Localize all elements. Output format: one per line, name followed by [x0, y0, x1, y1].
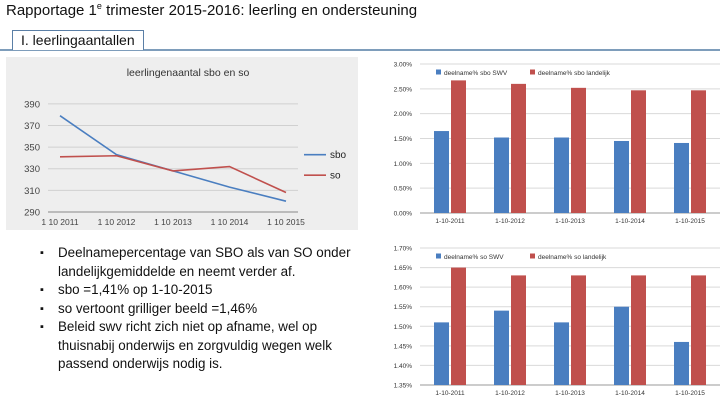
section-divider [0, 49, 720, 51]
bar-chart-y-tick: 1.55% [394, 304, 413, 311]
line-chart-y-tick: 290 [24, 208, 40, 219]
bar-landelijk [691, 275, 706, 385]
bar-landelijk [631, 90, 646, 213]
bar-swv [434, 131, 449, 213]
bar-landelijk [571, 87, 586, 213]
bar-chart-x-tick: 1-10-2011 [435, 390, 465, 397]
line-chart-y-tick: 310 [24, 186, 40, 197]
legend-swatch [530, 253, 535, 259]
bar-chart-y-tick: 1.65% [394, 265, 413, 272]
bar-landelijk [511, 83, 526, 213]
bar-chart-y-tick: 0.50% [394, 186, 413, 193]
bar-chart-x-tick: 1-10-2012 [495, 390, 525, 397]
bar-chart-x-tick: 1-10-2015 [675, 390, 705, 397]
line-chart-title: leerlingenaantal sbo en so [127, 67, 250, 79]
bar-swv [614, 306, 629, 385]
bar-chart-y-tick: 1.35% [394, 383, 413, 390]
bar-chart-y-tick: 1.50% [394, 324, 413, 331]
bar-chart-x-tick: 1-10-2015 [675, 218, 705, 225]
line-chart-x-tick: 1 10 2015 [267, 217, 305, 227]
bar-landelijk [511, 275, 526, 385]
line-chart-x-tick: 1 10 2012 [98, 217, 136, 227]
legend-label: deelname% so landelijk [538, 254, 607, 261]
bar-chart-y-tick: 0.00% [394, 211, 413, 218]
bullet-item: sbo =1,41% op 1-10-2015 [40, 281, 370, 300]
bar-chart-y-tick: 2.50% [394, 86, 413, 93]
bar-landelijk [571, 275, 586, 385]
legend-label: deelname% sbo SWV [444, 70, 508, 77]
bar-chart-x-tick: 1-10-2014 [615, 390, 645, 397]
bullet-item: Beleid swv richt zich niet op afname, we… [40, 318, 370, 374]
bullet-item: so vertoont grilliger beeld =1,46% [40, 300, 370, 319]
bar-swv [554, 137, 569, 213]
bar-chart-x-tick: 1-10-2014 [615, 218, 645, 225]
bar-landelijk [691, 90, 706, 213]
line-chart-y-tick: 370 [24, 121, 40, 132]
line-chart-y-tick: 330 [24, 164, 40, 175]
line-chart-background [6, 57, 358, 230]
legend-swatch [530, 69, 535, 75]
bullet-item: Deelnamepercentage van SBO als van SO on… [40, 244, 370, 281]
legend-label-sbo: sbo [330, 150, 347, 161]
bar-chart-y-tick: 1.45% [394, 343, 413, 350]
line-chart-x-tick: 1 10 2013 [154, 217, 192, 227]
line-chart-y-tick: 350 [24, 143, 40, 154]
legend-label: deelname% so SWV [444, 254, 504, 261]
bar-chart-y-tick: 1.70% [394, 246, 413, 253]
bar-chart-so: 1.35% 1.40% 1.45% 1.50% 1.55% 1.60% 1.65% 1.70%… [394, 246, 720, 397]
legend-label: deelname% sbo landelijk [538, 70, 611, 77]
legend-label-so: so [330, 171, 341, 182]
legend-swatch [436, 69, 441, 75]
bar-swv [674, 142, 689, 213]
bullet-list: Deelnamepercentage van SBO als van SO on… [40, 244, 370, 374]
bar-chart-sbo: 0.00% 0.50% 1.00% 1.50% 2.00% 2.50% 3.00% 1-10… [394, 62, 720, 225]
bar-chart-y-tick: 3.00% [394, 62, 413, 69]
page-title: Rapportage 1e trimester 2015-2016: leerl… [6, 1, 418, 19]
bar-landelijk [631, 275, 646, 385]
bar-landelijk [451, 267, 466, 385]
bar-chart-x-tick: 1-10-2013 [555, 218, 585, 225]
line-series-so [59, 154, 287, 194]
bar-chart-x-tick: 1-10-2011 [435, 218, 465, 225]
section-header: I. leerlingaantallen [0, 30, 720, 51]
legend-swatch [436, 253, 441, 259]
bar-chart-y-tick: 1.50% [394, 136, 413, 143]
bar-swv [494, 137, 509, 213]
bar-swv [554, 322, 569, 385]
bar-swv [434, 322, 449, 385]
bar-landelijk [451, 80, 466, 213]
bar-swv [674, 341, 689, 385]
bar-swv [614, 140, 629, 213]
bar-swv [494, 310, 509, 385]
bar-chart-x-tick: 1-10-2013 [555, 390, 585, 397]
section-tab: I. leerlingaantallen [12, 30, 144, 50]
bar-chart-y-tick: 1.00% [394, 161, 413, 168]
bar-chart-y-tick: 1.60% [394, 285, 413, 292]
line-chart-y-tick: 390 [24, 99, 40, 110]
bar-chart-x-tick: 1-10-2012 [495, 218, 525, 225]
line-chart-x-tick: 1 10 2011 [41, 217, 78, 227]
bar-chart-y-tick: 2.00% [394, 111, 413, 118]
line-chart-x-tick: 1 10 2014 [211, 217, 249, 227]
bar-chart-y-tick: 1.40% [394, 363, 413, 370]
line-chart-sbo-so: leerlingenaantal sbo en so 290 310 330 350 3… [6, 57, 358, 230]
